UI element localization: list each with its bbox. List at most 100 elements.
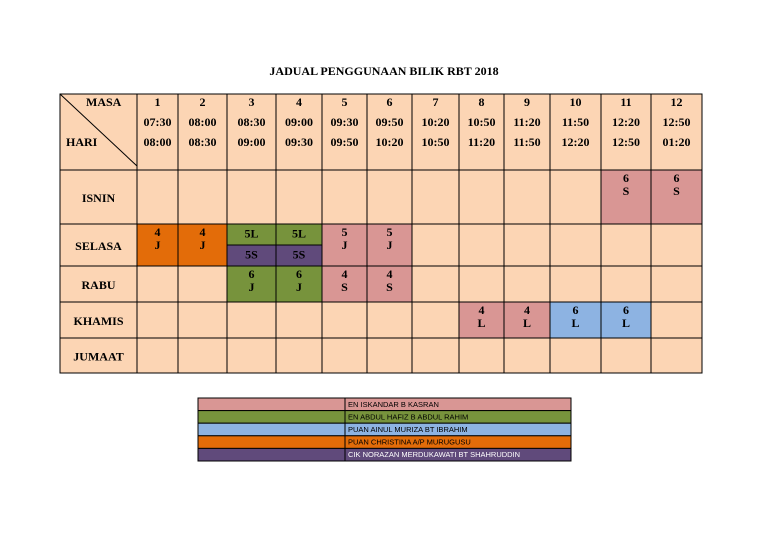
empty-slot [366,169,413,225]
empty-slot [503,223,551,267]
day-label: KHAMIS [73,314,123,328]
period-number: 10 [570,95,582,109]
slot-text: 6 [623,303,629,317]
period-end: 12:50 [612,135,640,149]
period-number: 7 [433,95,439,109]
empty-slot [136,169,179,225]
empty-slot [411,265,460,303]
day-label: SELASA [75,239,122,253]
empty-slot [226,169,277,225]
period-end: 10:20 [376,135,404,149]
title: JADUAL PENGGUNAAN BILIK RBT 2018 [269,64,498,78]
slot-text: L [571,316,579,330]
legend-name: EN ABDUL HAFIZ B ABDUL RAHIM [348,412,468,421]
empty-slot [411,337,460,374]
slot-text: 6 [674,171,680,185]
period-header [136,93,179,171]
slot-text: 5S [293,247,306,261]
legend-swatch [197,435,346,449]
slot [321,265,368,303]
period-number: 9 [524,95,530,109]
period-number: 4 [296,95,302,109]
slot-text: 6 [623,171,629,185]
empty-slot [366,301,413,339]
period-end: 08:00 [144,135,172,149]
legend-swatch [197,397,346,412]
slot-text: S [341,280,348,294]
legend-name-cell [344,447,572,462]
empty-slot [458,265,505,303]
period-end: 12:20 [562,135,590,149]
period-header [458,93,505,171]
slot-text: J [387,238,393,252]
period-header [321,93,368,171]
slot [136,223,179,267]
slot-text: J [342,238,348,252]
legend-swatch [197,447,346,462]
slot-text: 4 [479,303,485,317]
empty-slot [226,337,277,374]
period-end: 01:20 [663,135,691,149]
empty-slot [321,169,368,225]
empty-slot [600,337,652,374]
period-number: 3 [249,95,255,109]
period-start: 07:30 [144,115,172,129]
legend-swatch [197,410,346,424]
period-start: 11:20 [513,115,540,129]
empty-slot [458,169,505,225]
legend-name: PUAN AINUL MURIZA BT IBRAHIM [348,425,468,434]
slot-text: J [296,280,302,294]
period-number: 12 [671,95,683,109]
period-header [650,93,703,171]
empty-slot [411,223,460,267]
empty-slot [226,301,277,339]
slot-text: 4 [524,303,530,317]
period-start: 09:30 [331,115,359,129]
empty-slot [275,301,323,339]
slot-text: J [200,238,206,252]
period-start: 10:20 [422,115,450,129]
period-end: 09:50 [331,135,359,149]
slot-text: 5S [245,247,258,261]
slot-text: 6 [249,267,255,281]
slot-text: 5L [292,226,306,240]
empty-slot [177,169,228,225]
period-number: 8 [479,95,485,109]
slot-text: J [155,238,161,252]
empty-slot [503,265,551,303]
empty-slot [411,301,460,339]
empty-slot [458,223,505,267]
day-label: RABU [81,278,115,292]
slot-text: 4 [387,267,393,281]
empty-slot [275,337,323,374]
empty-slot [275,169,323,225]
slot [600,169,652,225]
empty-slot [549,223,602,267]
slot-text: L [477,316,485,330]
empty-slot [458,337,505,374]
period-end: 09:30 [285,135,313,149]
slot-text: S [673,184,680,198]
empty-slot [549,337,602,374]
period-start: 08:30 [238,115,266,129]
empty-slot [136,265,179,303]
period-start: 08:00 [189,115,217,129]
period-start: 09:50 [376,115,404,129]
empty-slot [549,265,602,303]
day-label: ISNIN [82,191,116,205]
slot [458,301,505,339]
period-end: 11:50 [513,135,540,149]
period-start: 12:50 [663,115,691,129]
slot-text: 4 [155,225,161,239]
slot-text: 6 [573,303,579,317]
empty-slot [177,337,228,374]
legend-name: EN ISKANDAR B KASRAN [348,400,439,409]
empty-slot [136,301,179,339]
empty-slot [503,169,551,225]
slot-text: 4 [200,225,206,239]
slot [177,223,228,267]
empty-slot [600,223,652,267]
empty-slot [549,169,602,225]
period-header [503,93,551,171]
